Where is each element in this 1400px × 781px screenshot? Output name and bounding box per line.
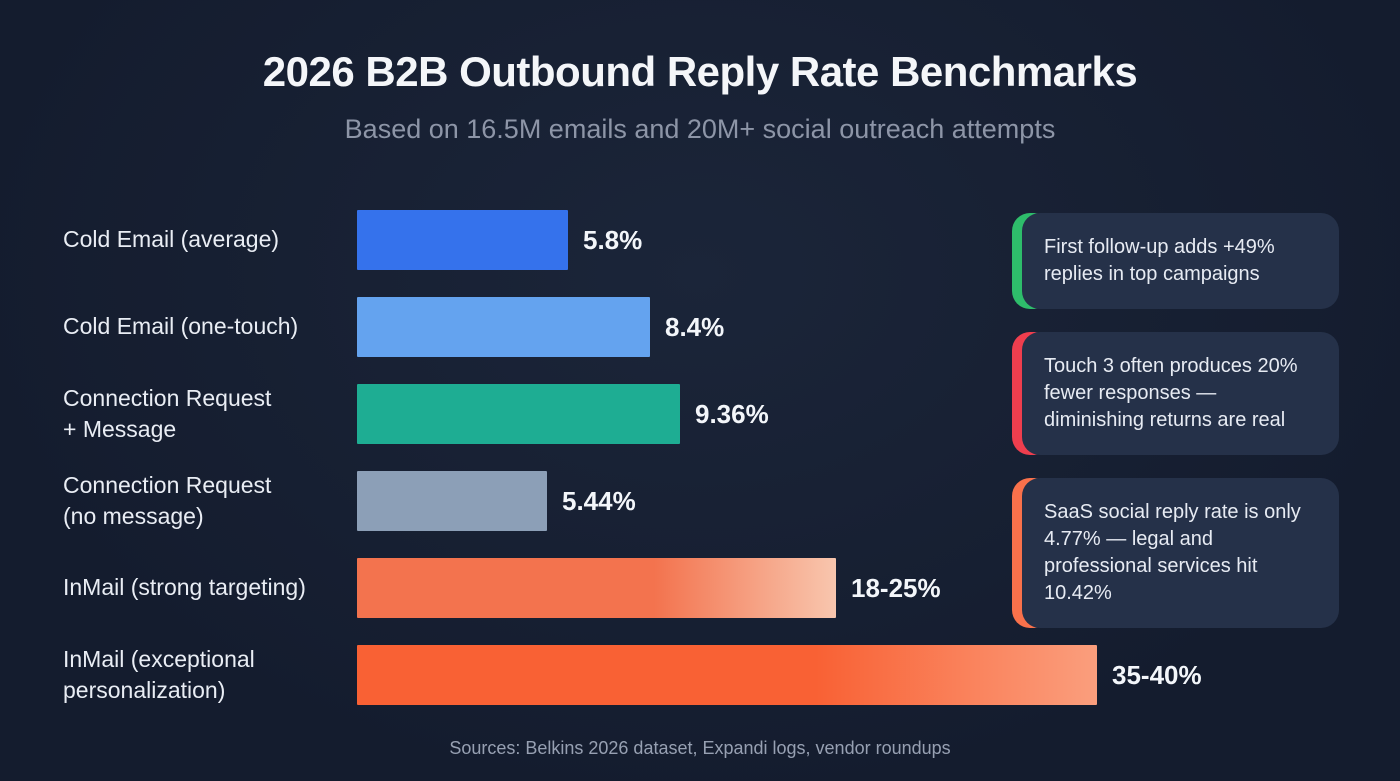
callout-text: SaaS social reply rate is only 4.77% — l…	[1022, 478, 1339, 628]
bar	[357, 558, 836, 618]
callout-card: SaaS social reply rate is only 4.77% — l…	[1012, 478, 1339, 628]
bar-chart: Cold Email (average) 5.8% Cold Email (one-…	[63, 210, 1202, 732]
chart-row: Cold Email (one-touch) 8.4%	[63, 297, 1113, 357]
callout-text: Touch 3 often produces 20% fewer respons…	[1022, 332, 1339, 455]
bar	[357, 210, 568, 270]
callout-text: First follow-up adds +49% replies in top…	[1022, 213, 1339, 309]
chart-row: Connection Request + Message 9.36%	[63, 384, 1113, 444]
chart-row: InMail (strong targeting) 18-25%	[63, 558, 1113, 618]
bar	[357, 297, 650, 357]
value-label: 5.44%	[562, 485, 636, 516]
bar	[357, 384, 680, 444]
value-label: 35-40%	[1112, 659, 1202, 690]
chart-subtitle: Based on 16.5M emails and 20M+ social ou…	[344, 114, 1056, 144]
value-label: 9.36%	[695, 398, 769, 429]
bar	[357, 471, 547, 531]
value-label: 18-25%	[851, 572, 941, 603]
callout-panel: First follow-up adds +49% replies in top…	[1012, 213, 1339, 651]
chart-row: Connection Request (no message) 5.44%	[63, 471, 1113, 531]
chart-row: Cold Email (average) 5.8%	[63, 210, 1113, 270]
category-label: Connection Request + Message	[63, 384, 272, 442]
value-label: 8.4%	[665, 311, 725, 342]
chart-row: InMail (exceptional personalization) 35-4…	[63, 645, 1202, 705]
sources-note: Sources: Belkins 2026 dataset, Expandi l…	[449, 738, 951, 758]
value-label: 5.8%	[583, 224, 643, 255]
category-label: InMail (exceptional personalization)	[63, 645, 255, 703]
category-label: Cold Email (average)	[63, 226, 280, 253]
bar	[357, 645, 1097, 705]
callout-card: First follow-up adds +49% replies in top…	[1012, 213, 1339, 309]
chart-title: 2026 B2B Outbound Reply Rate Benchmarks	[262, 48, 1138, 95]
category-label: Connection Request (no message)	[63, 471, 272, 529]
callout-card: Touch 3 often produces 20% fewer respons…	[1012, 332, 1339, 455]
category-label: InMail (strong targeting)	[63, 574, 306, 601]
category-label: Cold Email (one-touch)	[63, 313, 299, 340]
